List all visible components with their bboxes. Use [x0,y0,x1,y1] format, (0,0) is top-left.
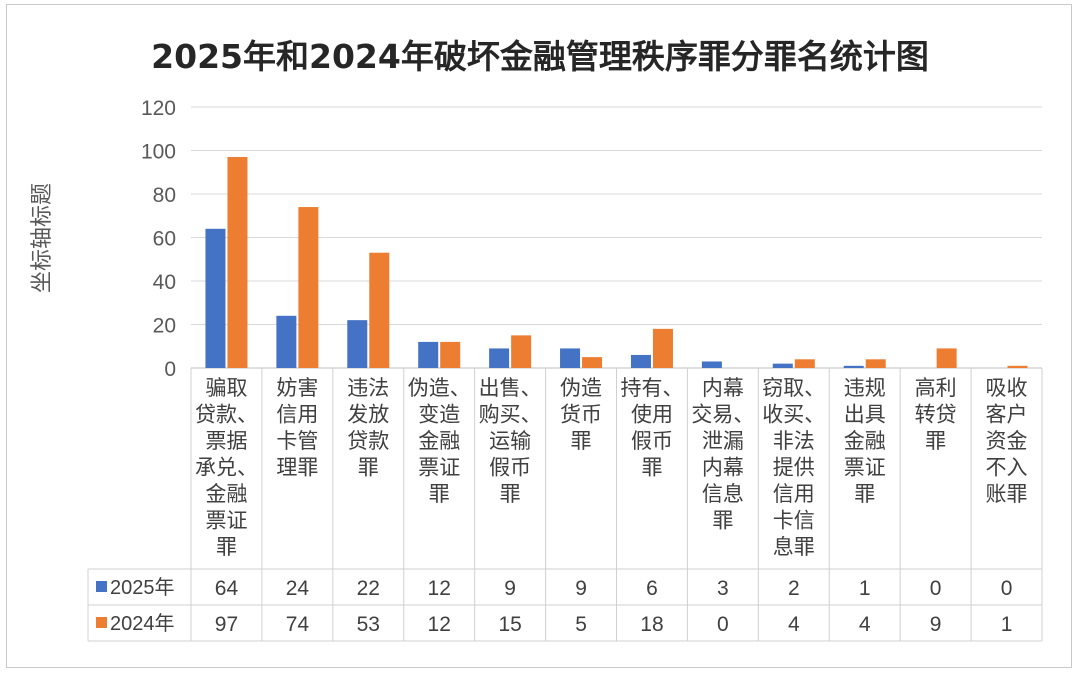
table-value: 3 [717,577,729,600]
table-value: 22 [357,577,380,600]
table-value: 5 [575,613,587,636]
table-value: 15 [498,613,521,636]
bars [205,157,1028,368]
bar [276,315,297,368]
bar [1007,365,1028,368]
table-value: 0 [1001,577,1013,600]
table-value: 4 [859,613,871,636]
legend-key [96,617,107,628]
bar [440,341,461,368]
bar [582,357,603,368]
y-tick-label: 80 [153,184,176,207]
bar [630,354,651,368]
table-value: 12 [428,613,451,636]
table-value: 1 [859,577,871,600]
bar [489,348,510,368]
table-value: 64 [215,577,239,600]
bar [560,348,581,368]
table-value: 4 [788,613,800,636]
category-label: 高利转贷罪 [915,377,957,453]
y-tick-label: 0 [164,358,176,381]
table-value: 74 [286,613,310,636]
legend-label: 2024年 [110,612,175,635]
table-value: 6 [646,577,658,600]
bar [511,335,532,368]
legend-label: 2025年 [110,576,175,599]
gridlines [191,106,1042,369]
bar [205,228,226,368]
legend-key [96,581,107,592]
bar [701,361,722,368]
category-label: 骗取贷款、票据承兑、金融票证罪 [195,377,258,559]
table-value: 12 [428,577,451,600]
y-tick-label: 60 [153,228,176,251]
bar [418,341,439,368]
chart-frame [6,4,1072,668]
bar [369,252,390,368]
bar [772,363,793,368]
bar [794,359,815,368]
bar [227,157,248,368]
table-value: 97 [215,613,238,636]
table-value: 1 [1001,613,1013,636]
category-label: 出售、购买、运输假币罪 [479,377,542,506]
category-label: 窃取、收买、非法提供信用卡信息罪 [762,377,825,559]
category-label: 持有、使用假币罪 [620,377,683,480]
table-value: 0 [717,613,729,636]
bar [347,320,368,368]
table-value: 9 [930,613,942,636]
bar [843,365,864,368]
table-value: 53 [357,613,380,636]
bar [298,207,319,368]
table-value: 2 [788,577,800,600]
chart-title: 2025年和2024年破坏金融管理秩序罪分罪名统计图 [151,37,929,76]
bar [652,328,673,368]
category-label: 伪造货币罪 [560,377,602,453]
category-label: 妨害信用卡管理罪 [276,377,318,480]
table-value: 24 [286,577,310,600]
y-tick-label: 100 [141,141,176,164]
table-value: 18 [640,613,663,636]
table-value: 9 [575,577,587,600]
y-tick-label: 120 [141,97,176,120]
category-label: 违规出具金融票证罪 [844,377,886,506]
y-tick-label: 40 [153,271,176,294]
table-value: 0 [930,577,942,600]
category-label: 吸收客户资金不入账罪 [986,377,1028,506]
y-tick-label: 20 [153,315,176,338]
data-table: 骗取贷款、票据承兑、金融票证罪妨害信用卡管理罪违法发放贷款罪伪造、变造金融票证罪… [87,368,1043,642]
category-label: 伪造、变造金融票证罪 [408,377,471,506]
category-label: 违法发放贷款罪 [347,377,389,480]
y-tick-labels: 0 20 40 60 80 100 120 [141,97,176,381]
bar [865,359,886,368]
bar [936,348,957,368]
table-value: 9 [504,577,516,600]
category-label: 内幕交易、泄漏内幕信息罪 [691,377,754,533]
